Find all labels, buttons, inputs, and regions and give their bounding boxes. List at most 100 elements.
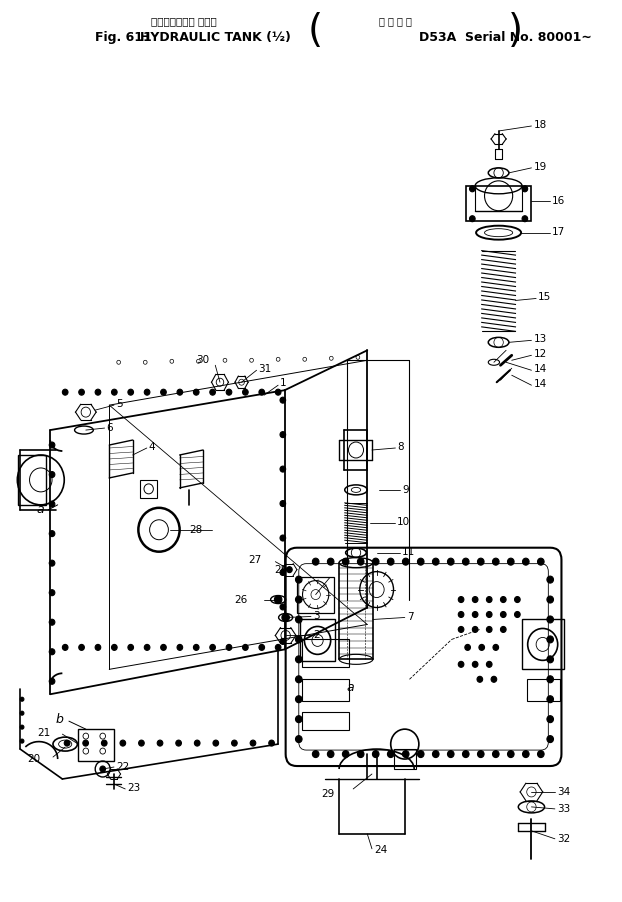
- Text: 26: 26: [234, 594, 247, 604]
- Circle shape: [280, 397, 285, 403]
- Circle shape: [111, 389, 117, 395]
- Circle shape: [493, 558, 499, 566]
- Text: 9: 9: [402, 485, 409, 495]
- Circle shape: [547, 676, 554, 683]
- Circle shape: [100, 766, 106, 772]
- Text: 13: 13: [533, 335, 547, 345]
- Circle shape: [210, 644, 215, 650]
- Circle shape: [280, 639, 285, 644]
- Circle shape: [501, 612, 506, 618]
- Circle shape: [491, 676, 497, 682]
- Circle shape: [472, 627, 478, 632]
- Text: 27: 27: [248, 555, 261, 565]
- Circle shape: [547, 695, 554, 703]
- Circle shape: [243, 389, 248, 395]
- Circle shape: [79, 644, 85, 650]
- Circle shape: [49, 502, 55, 507]
- Circle shape: [226, 644, 232, 650]
- Circle shape: [226, 389, 232, 395]
- Circle shape: [280, 604, 285, 610]
- Circle shape: [280, 535, 285, 541]
- Circle shape: [432, 750, 439, 758]
- Circle shape: [193, 644, 199, 650]
- Text: 8: 8: [397, 442, 404, 452]
- Text: 14: 14: [533, 379, 547, 389]
- Circle shape: [463, 750, 469, 758]
- Circle shape: [120, 741, 126, 746]
- Circle shape: [128, 389, 134, 395]
- Text: 17: 17: [552, 226, 565, 236]
- Circle shape: [514, 596, 520, 603]
- Circle shape: [295, 695, 302, 703]
- Text: 3: 3: [313, 612, 320, 621]
- Circle shape: [470, 186, 475, 192]
- Bar: [18, 455, 47, 505]
- Circle shape: [547, 596, 554, 603]
- Circle shape: [144, 644, 150, 650]
- Circle shape: [493, 644, 499, 650]
- Circle shape: [514, 612, 520, 618]
- Text: HYDRAULIC TANK (½): HYDRAULIC TANK (½): [140, 31, 291, 44]
- Circle shape: [280, 569, 285, 575]
- Circle shape: [402, 558, 409, 566]
- Circle shape: [144, 389, 150, 395]
- Circle shape: [243, 644, 248, 650]
- Circle shape: [49, 620, 55, 625]
- Circle shape: [295, 616, 302, 623]
- Circle shape: [402, 750, 409, 758]
- Text: 30: 30: [197, 355, 210, 365]
- Circle shape: [259, 644, 264, 650]
- Circle shape: [20, 711, 24, 715]
- Circle shape: [373, 558, 379, 566]
- Circle shape: [537, 558, 544, 566]
- Circle shape: [49, 530, 55, 537]
- Circle shape: [280, 501, 285, 507]
- Circle shape: [479, 644, 485, 650]
- Circle shape: [458, 596, 464, 603]
- Bar: [302, 640, 348, 667]
- Circle shape: [295, 636, 302, 643]
- Circle shape: [295, 576, 302, 583]
- Circle shape: [259, 389, 264, 395]
- Circle shape: [79, 389, 85, 395]
- Circle shape: [280, 432, 285, 437]
- Text: 22: 22: [116, 762, 129, 772]
- Circle shape: [101, 741, 107, 746]
- Text: D53A  Serial No. 80001∼: D53A Serial No. 80001∼: [419, 31, 592, 44]
- Text: 19: 19: [533, 161, 547, 172]
- Text: 33: 33: [557, 804, 570, 814]
- Circle shape: [447, 750, 454, 758]
- Circle shape: [177, 644, 183, 650]
- Circle shape: [342, 558, 349, 566]
- Text: 1: 1: [280, 378, 287, 388]
- Circle shape: [49, 560, 55, 566]
- Text: 15: 15: [538, 292, 551, 302]
- Circle shape: [458, 612, 464, 618]
- Bar: [297, 576, 335, 612]
- Circle shape: [547, 616, 554, 623]
- Circle shape: [295, 676, 302, 683]
- Text: 4: 4: [149, 442, 156, 452]
- Circle shape: [472, 612, 478, 618]
- Circle shape: [458, 661, 464, 667]
- Circle shape: [49, 590, 55, 595]
- Text: 24: 24: [374, 845, 387, 855]
- Circle shape: [486, 612, 492, 618]
- Circle shape: [62, 389, 68, 395]
- Circle shape: [49, 678, 55, 685]
- Text: 11: 11: [402, 547, 415, 557]
- Circle shape: [477, 676, 483, 682]
- Circle shape: [20, 697, 24, 701]
- Circle shape: [472, 596, 478, 603]
- Circle shape: [280, 466, 285, 472]
- Circle shape: [177, 389, 183, 395]
- Text: 5: 5: [116, 400, 123, 410]
- Circle shape: [417, 558, 424, 566]
- Circle shape: [522, 558, 529, 566]
- Circle shape: [269, 741, 274, 746]
- Circle shape: [295, 656, 302, 663]
- Text: 34: 34: [557, 787, 570, 797]
- Circle shape: [274, 595, 282, 603]
- Circle shape: [276, 389, 281, 395]
- Text: 適 用 号 機: 適 用 号 機: [379, 16, 412, 26]
